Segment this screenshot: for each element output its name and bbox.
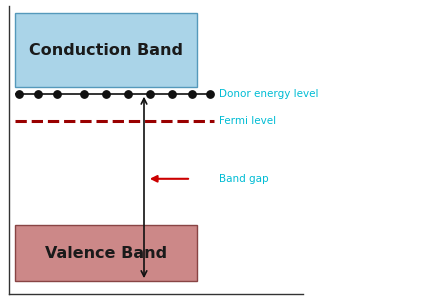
Point [80,92,87,96]
Point [35,92,42,96]
Bar [15,13,197,87]
Text: Valence Band: Valence Band [45,246,167,261]
Point [124,92,131,96]
Bar [15,225,197,281]
Point [206,92,214,96]
Point [189,92,196,96]
Point [146,92,154,96]
Text: Band gap: Band gap [219,174,268,184]
Text: Conduction Band: Conduction Band [29,43,183,58]
Point [102,92,109,96]
Point [168,92,175,96]
Point [16,92,23,96]
Text: Donor energy level: Donor energy level [219,89,318,99]
Point [54,92,61,96]
Text: Fermi level: Fermi level [219,116,276,126]
